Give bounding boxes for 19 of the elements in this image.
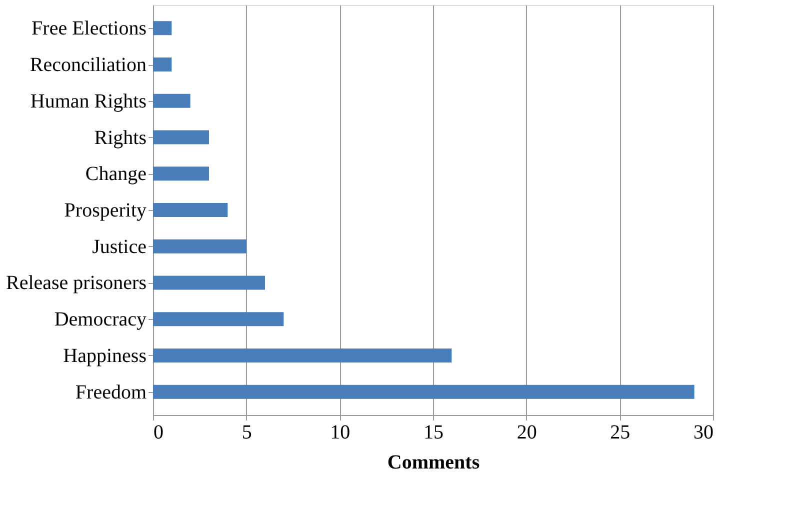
x-tick-label: 0 xyxy=(154,422,164,444)
x-tick-label: 15 xyxy=(424,422,444,444)
y-tick-label: Democracy xyxy=(54,308,146,331)
x-tick-label: 5 xyxy=(242,422,252,444)
x-axis-title: Comments xyxy=(387,452,480,474)
x-tick-label: 25 xyxy=(610,422,630,444)
y-tick-label: Justice xyxy=(92,236,147,258)
y-tick-label: Prosperity xyxy=(64,200,146,222)
x-tick-label: 30 xyxy=(694,422,714,444)
y-tick-label: Free Elections xyxy=(32,18,147,40)
y-tick-label: Release prisoners xyxy=(6,272,147,294)
y-tick-label: Rights xyxy=(94,126,147,149)
x-tick-label: 10 xyxy=(330,422,350,444)
y-tick-label: Change xyxy=(85,163,147,186)
y-tick-label: Freedom xyxy=(75,381,147,404)
y-tick-label: Happiness xyxy=(63,344,147,367)
y-tick-label: Reconciliation xyxy=(30,54,146,76)
x-tick-label: 20 xyxy=(516,422,537,444)
y-tick-label: Human Rights xyxy=(30,90,147,112)
